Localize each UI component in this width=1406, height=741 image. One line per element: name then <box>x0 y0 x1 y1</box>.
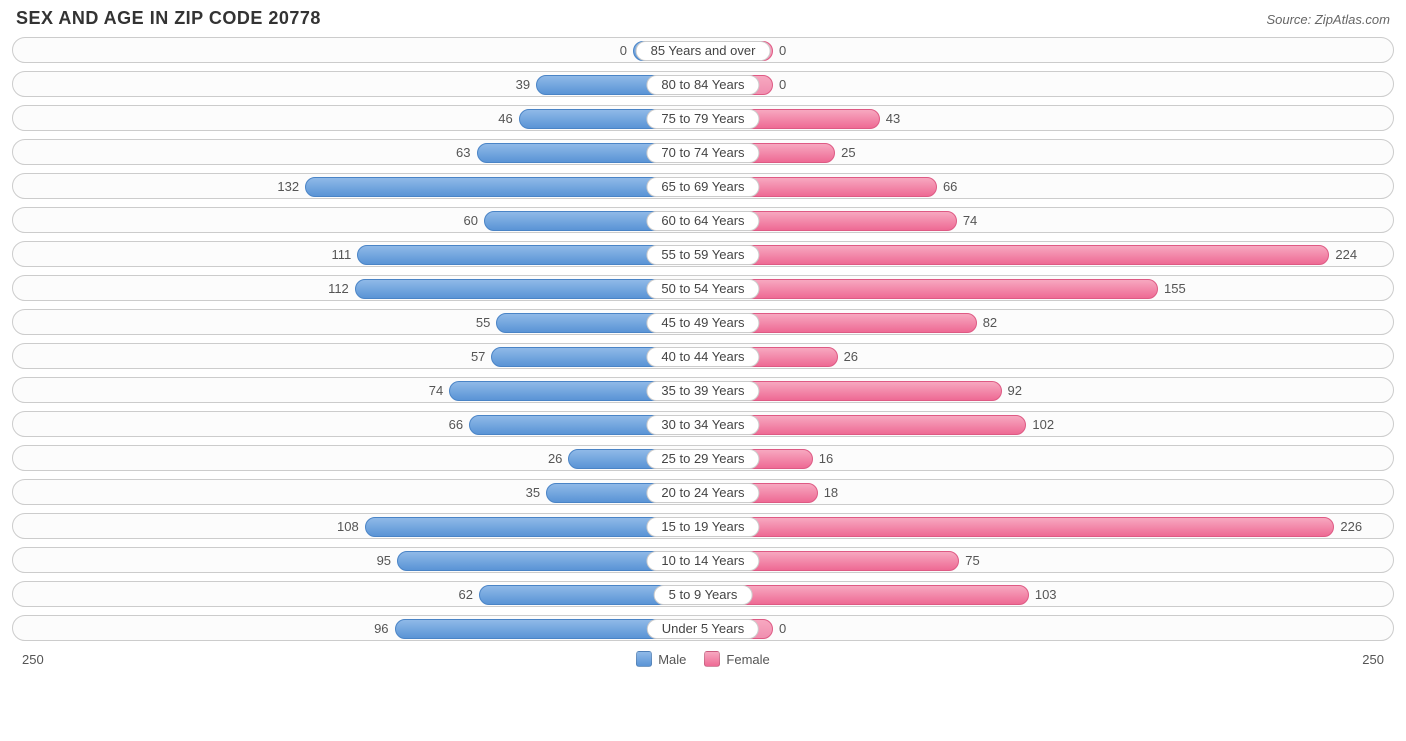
male-value: 55 <box>476 310 490 335</box>
pyramid-row: 112 155 50 to 54 Years <box>12 275 1394 301</box>
age-category-pill: 65 to 69 Years <box>646 177 759 197</box>
age-category-pill: 35 to 39 Years <box>646 381 759 401</box>
pyramid-row: 46 43 75 to 79 Years <box>12 105 1394 131</box>
pyramid-row: 39 0 80 to 84 Years <box>12 71 1394 97</box>
male-value: 111 <box>332 242 352 267</box>
age-category-pill: 15 to 19 Years <box>646 517 759 537</box>
population-pyramid-chart: 0 0 85 Years and over 39 0 80 to 84 Years 46 43… <box>12 37 1394 641</box>
male-value: 39 <box>516 72 530 97</box>
female-value: 226 <box>1340 514 1362 539</box>
pyramid-row: 96 0 Under 5 Years <box>12 615 1394 641</box>
axis-right-max: 250 <box>1362 652 1384 667</box>
female-value: 74 <box>963 208 977 233</box>
pyramid-row: 35 18 20 to 24 Years <box>12 479 1394 505</box>
female-value: 103 <box>1035 582 1057 607</box>
female-swatch-icon <box>704 651 720 667</box>
pyramid-row: 57 26 40 to 44 Years <box>12 343 1394 369</box>
age-category-pill: 40 to 44 Years <box>646 347 759 367</box>
male-value: 63 <box>456 140 470 165</box>
age-category-pill: 25 to 29 Years <box>646 449 759 469</box>
legend-male-label: Male <box>658 652 686 667</box>
male-bar <box>305 177 703 197</box>
pyramid-row: 111 224 55 to 59 Years <box>12 241 1394 267</box>
age-category-pill: 55 to 59 Years <box>646 245 759 265</box>
age-category-pill: 80 to 84 Years <box>646 75 759 95</box>
male-value: 46 <box>498 106 512 131</box>
female-value: 16 <box>819 446 833 471</box>
legend-female-label: Female <box>726 652 769 667</box>
female-value: 66 <box>943 174 957 199</box>
pyramid-row: 0 0 85 Years and over <box>12 37 1394 63</box>
female-bar <box>703 517 1334 537</box>
pyramid-row: 66 102 30 to 34 Years <box>12 411 1394 437</box>
female-value: 43 <box>886 106 900 131</box>
male-value: 74 <box>429 378 443 403</box>
male-value: 35 <box>526 480 540 505</box>
female-bar <box>703 245 1329 265</box>
female-value: 0 <box>779 616 786 641</box>
male-swatch-icon <box>636 651 652 667</box>
pyramid-row: 108 226 15 to 19 Years <box>12 513 1394 539</box>
source-name: ZipAtlas.com <box>1315 12 1390 27</box>
age-category-pill: 60 to 64 Years <box>646 211 759 231</box>
female-value: 82 <box>983 310 997 335</box>
age-category-pill: 30 to 34 Years <box>646 415 759 435</box>
age-category-pill: 20 to 24 Years <box>646 483 759 503</box>
male-value: 57 <box>471 344 485 369</box>
male-value: 60 <box>464 208 478 233</box>
male-value: 0 <box>620 38 627 63</box>
female-bar <box>703 279 1158 299</box>
female-value: 102 <box>1032 412 1054 437</box>
female-value: 26 <box>844 344 858 369</box>
age-category-pill: 85 Years and over <box>636 41 771 61</box>
female-value: 0 <box>779 38 786 63</box>
female-value: 18 <box>824 480 838 505</box>
legend-item-male: Male <box>636 651 686 667</box>
male-value: 62 <box>459 582 473 607</box>
age-category-pill: 70 to 74 Years <box>646 143 759 163</box>
chart-source: Source: ZipAtlas.com <box>1266 12 1390 27</box>
chart-header: SEX AND AGE IN ZIP CODE 20778 Source: Zi… <box>12 8 1394 37</box>
female-value: 25 <box>841 140 855 165</box>
legend-item-female: Female <box>704 651 769 667</box>
male-value: 108 <box>337 514 359 539</box>
female-value: 92 <box>1008 378 1022 403</box>
chart-footer: 250 Male Female 250 <box>12 649 1394 671</box>
age-category-pill: 50 to 54 Years <box>646 279 759 299</box>
axis-left-max: 250 <box>22 652 44 667</box>
female-value: 75 <box>965 548 979 573</box>
legend: Male Female <box>636 651 770 667</box>
age-category-pill: 75 to 79 Years <box>646 109 759 129</box>
chart-title: SEX AND AGE IN ZIP CODE 20778 <box>16 8 321 29</box>
male-value: 112 <box>328 276 349 301</box>
age-category-pill: 10 to 14 Years <box>646 551 759 571</box>
female-value: 0 <box>779 72 786 97</box>
pyramid-row: 95 75 10 to 14 Years <box>12 547 1394 573</box>
age-category-pill: 5 to 9 Years <box>654 585 753 605</box>
female-value: 155 <box>1164 276 1186 301</box>
male-value: 96 <box>374 616 388 641</box>
age-category-pill: 45 to 49 Years <box>646 313 759 333</box>
male-value: 132 <box>277 174 299 199</box>
pyramid-row: 26 16 25 to 29 Years <box>12 445 1394 471</box>
pyramid-row: 63 25 70 to 74 Years <box>12 139 1394 165</box>
age-category-pill: Under 5 Years <box>647 619 759 639</box>
male-value: 66 <box>449 412 463 437</box>
male-value: 26 <box>548 446 562 471</box>
pyramid-row: 132 66 65 to 69 Years <box>12 173 1394 199</box>
pyramid-row: 55 82 45 to 49 Years <box>12 309 1394 335</box>
source-prefix: Source: <box>1266 12 1314 27</box>
pyramid-row: 60 74 60 to 64 Years <box>12 207 1394 233</box>
pyramid-row: 74 92 35 to 39 Years <box>12 377 1394 403</box>
pyramid-row: 62 103 5 to 9 Years <box>12 581 1394 607</box>
female-value: 224 <box>1335 242 1357 267</box>
male-value: 95 <box>377 548 391 573</box>
